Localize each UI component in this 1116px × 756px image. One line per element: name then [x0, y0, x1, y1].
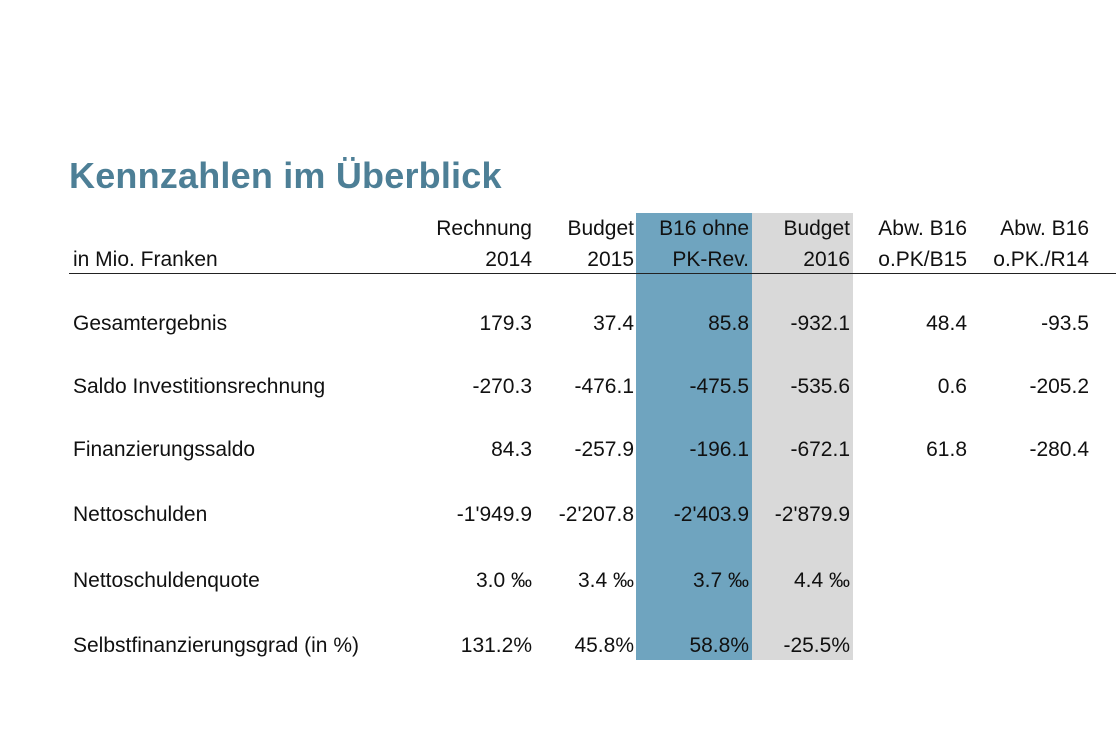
table-cell: -535.6 [790, 375, 850, 398]
row-label: Selbstfinanzierungsgrad (in %) [73, 634, 359, 657]
table-cell: 3.4 ‰ [577, 569, 634, 592]
table-cell: -270.3 [472, 375, 532, 398]
col-header-rechnung-2014-line2: 2014 [485, 248, 532, 271]
col-header-budget-2015-line1: Budget [567, 217, 634, 240]
table-cell: 85.8 [708, 312, 749, 335]
table-cell: -257.9 [574, 438, 634, 461]
table-cell: -2'403.9 [673, 503, 749, 526]
row-label: Gesamtergebnis [73, 312, 228, 335]
col-header-b16-ohne-line1: B16 ohne [659, 217, 749, 240]
table-cell: -280.4 [1029, 438, 1089, 461]
table-cell: 0.6 [937, 375, 967, 398]
col-header-rechnung-2014-line1: Rechnung [436, 217, 532, 240]
table-cell: 45.8% [574, 634, 634, 657]
table-cell: 48.4 [926, 312, 967, 335]
col-header-budget-2016-line2: 2016 [803, 248, 850, 271]
table-cell: 4.4 ‰ [793, 569, 850, 592]
row-label: Saldo Investitionsrechnung [73, 375, 326, 398]
table-cell: 3.7 ‰ [692, 569, 749, 592]
table-cell: -1'949.9 [456, 503, 532, 526]
table-cell: -476.1 [574, 375, 634, 398]
col-header-budget-2016-line1: Budget [783, 217, 850, 240]
row-label: Nettoschulden [73, 503, 208, 526]
table-cell: 131.2% [460, 634, 532, 657]
table-cell: 3.0 ‰ [475, 569, 532, 592]
col-header-budget-2015-line2: 2015 [587, 248, 634, 271]
highlight-column-b16-ohne-pk-rev [636, 213, 752, 660]
col-header-abw-b15-line2: o.PK/B15 [878, 248, 967, 271]
unit-label: in Mio. Franken [73, 248, 218, 271]
table-cell: 58.8% [689, 634, 749, 657]
table-cell: 179.3 [479, 312, 532, 335]
table-cell: 84.3 [491, 438, 532, 461]
row-label: Nettoschuldenquote [73, 569, 260, 592]
col-header-abw-r14-line2: o.PK./R14 [993, 248, 1089, 271]
table-cell: -25.5% [783, 634, 850, 657]
header-divider [69, 273, 1116, 274]
highlight-column-budget-2016 [752, 213, 853, 660]
table-cell: -672.1 [790, 438, 850, 461]
page-title: Kennzahlen im Überblick [69, 155, 502, 196]
table-cell: 61.8 [926, 438, 967, 461]
col-header-abw-r14-line1: Abw. B16 [1000, 217, 1089, 240]
table-cell: -93.5 [1041, 312, 1089, 335]
col-header-abw-b15-line1: Abw. B16 [878, 217, 967, 240]
table-cell: 37.4 [593, 312, 634, 335]
table-cell: -475.5 [689, 375, 749, 398]
row-label: Finanzierungssaldo [73, 438, 256, 461]
table-cell: -2'879.9 [774, 503, 850, 526]
table-cell: -932.1 [790, 312, 850, 335]
table-cell: -196.1 [689, 438, 749, 461]
table-cell: -205.2 [1029, 375, 1089, 398]
col-header-b16-ohne-line2: PK-Rev. [672, 248, 749, 271]
table-cell: -2'207.8 [558, 503, 634, 526]
